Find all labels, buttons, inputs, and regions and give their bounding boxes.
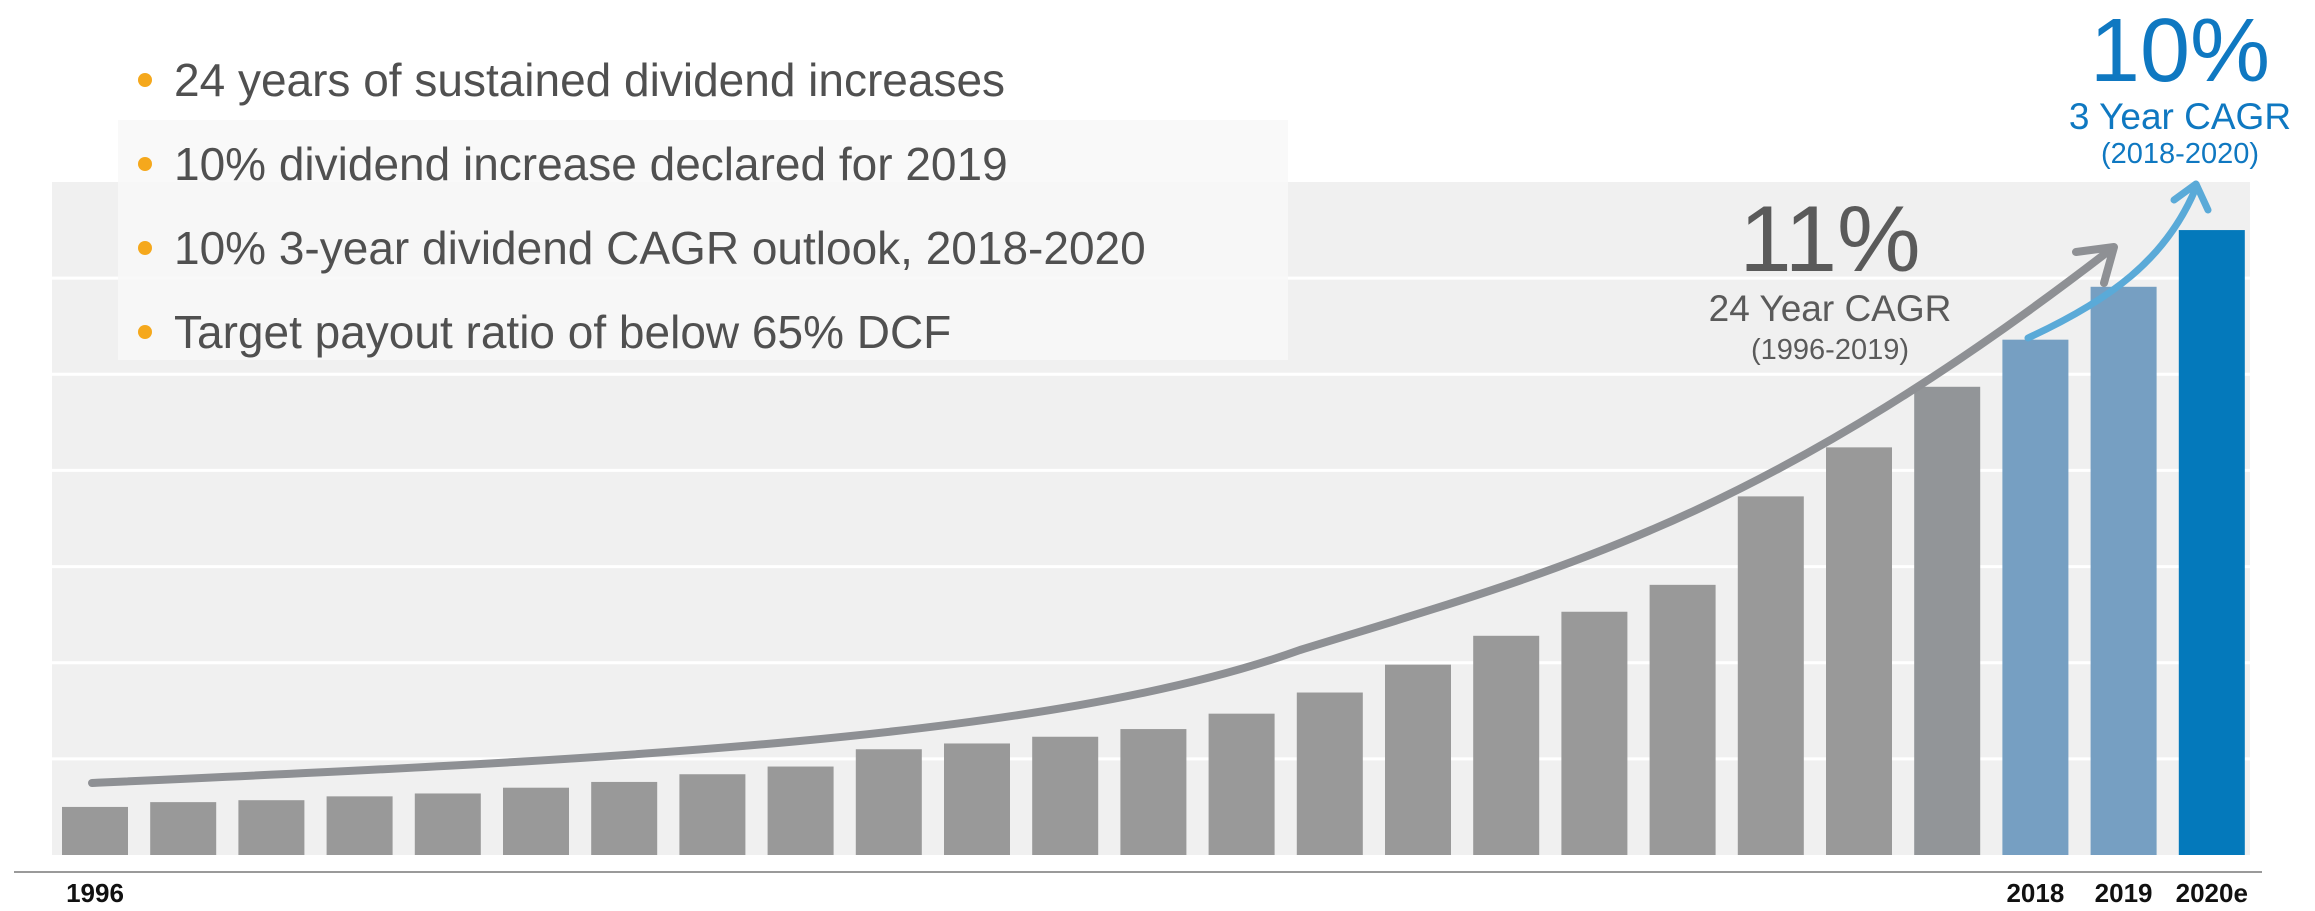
bullet-dot-icon: [138, 73, 152, 87]
short-term-arrowhead-icon: [2170, 180, 2212, 214]
x-tick-label: 2019: [2095, 878, 2153, 908]
bar-2007: [1032, 736, 1099, 855]
bar-2005: [855, 749, 922, 855]
x-tick-labels: 1996 2018 2019 2020e: [66, 878, 2248, 908]
bullet-item: Target payout ratio of below 65% DCF: [138, 290, 1146, 374]
bar-2008: [1120, 729, 1187, 855]
bullet-text: Target payout ratio of below 65% DCF: [174, 306, 952, 358]
bullet-item: 10% 3-year dividend CAGR outlook, 2018-2…: [138, 206, 1146, 290]
bar-2001: [503, 787, 569, 855]
bar-2011: [1385, 664, 1451, 855]
bullet-text: 10% dividend increase declared for 2019: [174, 138, 1008, 190]
bar-2003: [679, 774, 746, 855]
long-term-cagr-value: 11%: [1739, 186, 1921, 291]
bar-1996: [62, 806, 128, 855]
bar-2004: [767, 766, 834, 855]
bar-2014: [1649, 584, 1716, 855]
bullet-panel: [118, 120, 1288, 360]
bar-2002: [591, 781, 658, 855]
x-tick-label: 2020e: [2176, 878, 2248, 908]
short-term-cagr-range: (2018-2020): [2101, 138, 2259, 170]
short-term-cagr-value: 10%: [2089, 1, 2271, 101]
bar-2000: [414, 793, 481, 855]
bar-2017: [1914, 386, 1981, 855]
long-term-arrowhead-icon: [2072, 243, 2118, 287]
x-tick-label: 2018: [2006, 878, 2064, 908]
long-term-cagr-range: (1996-2019): [1751, 334, 1909, 366]
bars: [62, 230, 2245, 856]
bar-1997: [150, 802, 217, 855]
x-tick-label: 1996: [66, 878, 124, 908]
short-term-cagr-label: 3 Year CAGR: [2068, 96, 2292, 137]
bullet-item: 24 years of sustained dividend increases: [138, 38, 1146, 122]
bar-2018: [2002, 339, 2069, 855]
bullet-list: 24 years of sustained dividend increases…: [138, 38, 1146, 374]
bar-2010: [1296, 692, 1363, 855]
bullet-text: 24 years of sustained dividend increases: [174, 54, 1006, 106]
bar-1998: [238, 800, 305, 855]
long-term-trend-arrow: [88, 246, 2114, 787]
bar-2019: [2090, 286, 2157, 855]
bullet-item: 10% dividend increase declared for 2019: [138, 122, 1146, 206]
bar-2015: [1737, 496, 1804, 855]
bar-2020e: [2178, 230, 2245, 856]
bar-2013: [1561, 611, 1628, 855]
bar-2016: [1826, 447, 1892, 855]
bar-2009: [1208, 713, 1275, 855]
bar-2006: [944, 743, 1010, 855]
bar-2012: [1473, 635, 1540, 855]
bullet-text: 10% 3-year dividend CAGR outlook, 2018-2…: [174, 222, 1146, 274]
bar-1999: [326, 796, 393, 855]
bullet-dot-icon: [138, 241, 152, 255]
short-term-trend-arrow: [2024, 186, 2199, 342]
long-term-cagr-label: 24 Year CAGR: [1708, 288, 1952, 329]
bullet-dot-icon: [138, 325, 152, 339]
bullet-dot-icon: [138, 157, 152, 171]
